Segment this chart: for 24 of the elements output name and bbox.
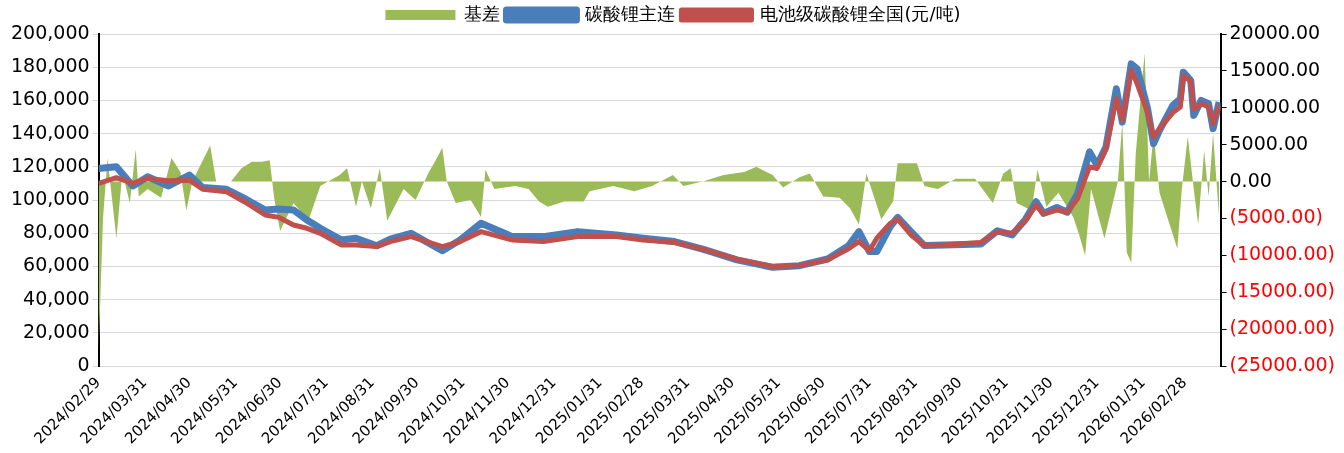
y2-tick-label: 15000.00: [1229, 57, 1321, 80]
y-tick-label: 0: [77, 353, 90, 376]
y2-tick-label: (25000.00): [1229, 353, 1335, 376]
y-tick-label: 40,000: [23, 286, 90, 309]
y2-tick-label: (10000.00): [1229, 242, 1335, 265]
y-tick-label: 140,000: [10, 120, 90, 143]
y2-tick-label: 0.00: [1229, 168, 1272, 191]
y-tick-label: 160,000: [10, 87, 90, 110]
y2-tick-label: 10000.00: [1229, 94, 1321, 117]
y-tick-label: 180,000: [10, 54, 90, 77]
y-tick-label: 20,000: [23, 319, 90, 342]
y2-tick-label: 5000.00: [1229, 131, 1309, 154]
y2-tick-label: (15000.00): [1229, 279, 1335, 302]
y-tick-label: 120,000: [10, 153, 90, 176]
y-tick-label: 80,000: [23, 220, 90, 243]
y2-tick-label: (20000.00): [1229, 316, 1335, 339]
y-tick-label: 200,000: [10, 20, 90, 43]
y-tick-label: 60,000: [23, 253, 90, 276]
y2-tick-label: 20000.00: [1229, 20, 1321, 43]
y-tick-label: 100,000: [10, 187, 90, 210]
y2-tick-label: (5000.00): [1229, 205, 1323, 228]
legend-label: 基差: [464, 2, 501, 24]
legend-label: 碳酸锂主连: [584, 2, 676, 24]
legend-label: 电池级碳酸锂全国(元/吨): [760, 2, 961, 24]
